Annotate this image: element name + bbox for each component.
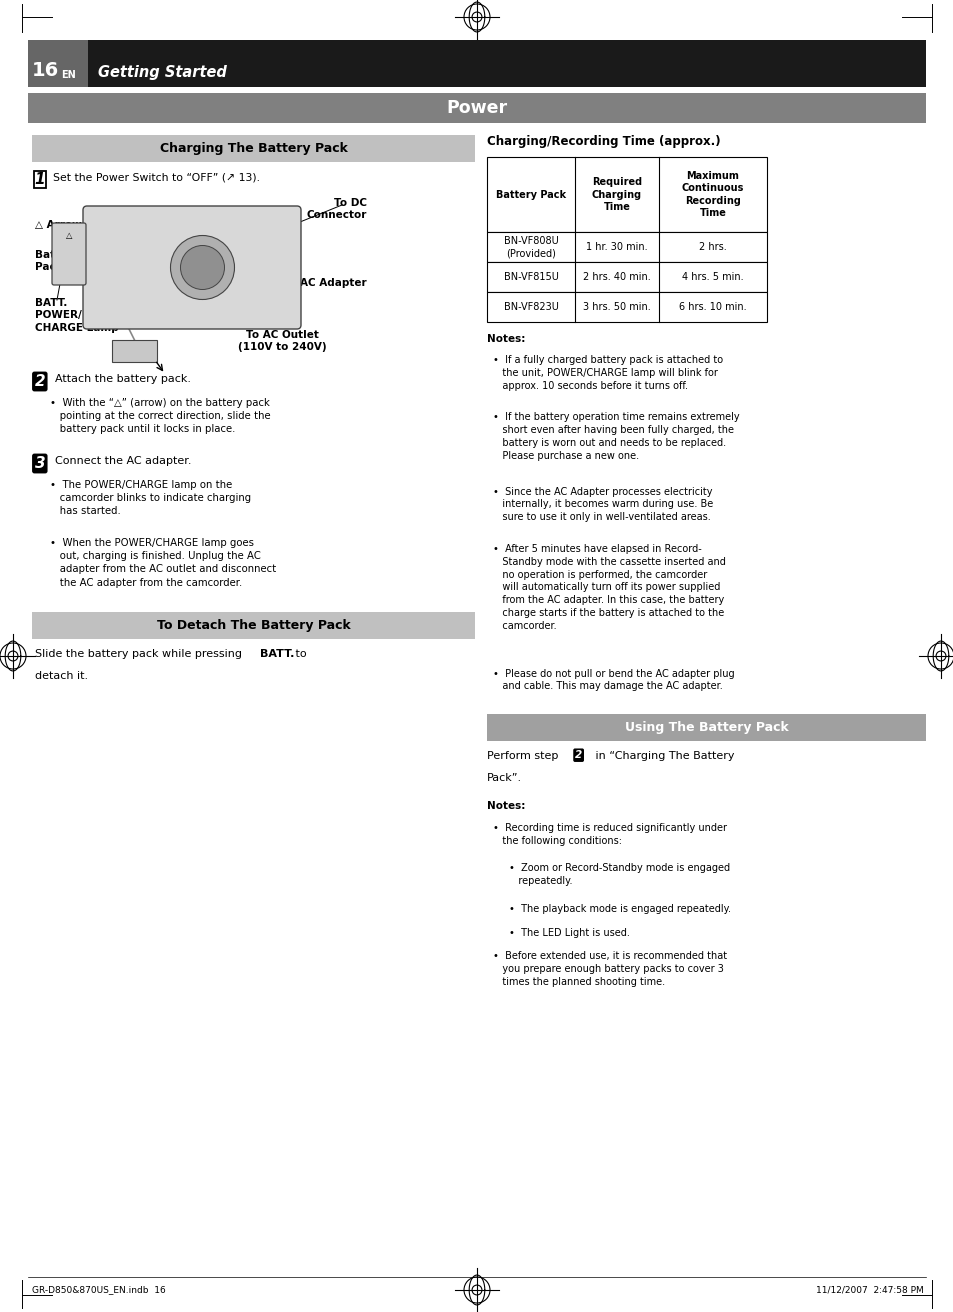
Text: 16: 16: [32, 62, 59, 80]
Text: •  Before extended use, it is recommended that
   you prepare enough battery pac: • Before extended use, it is recommended…: [493, 951, 726, 987]
Bar: [486, 232, 766, 262]
Text: Charging The Battery Pack: Charging The Battery Pack: [159, 142, 347, 155]
Text: To DC
Connector: To DC Connector: [306, 198, 367, 220]
Bar: [486, 293, 766, 321]
Text: 2: 2: [34, 374, 45, 388]
Text: BATT.: BATT.: [260, 649, 294, 659]
Text: •  Since the AC Adapter processes electricity
   internally, it becomes warm dur: • Since the AC Adapter processes electri…: [493, 487, 713, 522]
Text: 3 hrs. 50 min.: 3 hrs. 50 min.: [582, 302, 650, 312]
Text: Notes:: Notes:: [486, 335, 525, 344]
Text: Battery
Pack: Battery Pack: [35, 251, 79, 273]
Bar: [28, 39, 88, 87]
Text: •  The playback mode is engaged repeatedly.: • The playback mode is engaged repeatedl…: [509, 904, 730, 913]
Text: Battery Pack: Battery Pack: [496, 189, 565, 199]
Bar: [88, 39, 925, 87]
Text: Connect the AC adapter.: Connect the AC adapter.: [55, 457, 192, 466]
Text: 2 hrs.: 2 hrs.: [699, 241, 726, 252]
Text: Getting Started: Getting Started: [98, 66, 227, 80]
Text: Required
Charging
Time: Required Charging Time: [591, 177, 641, 213]
Text: to: to: [292, 649, 306, 659]
Text: 4 hrs. 5 min.: 4 hrs. 5 min.: [681, 272, 743, 282]
Text: To Detach The Battery Pack: To Detach The Battery Pack: [156, 619, 350, 632]
Text: •  If the battery operation time remains extremely
   short even after having be: • If the battery operation time remains …: [493, 412, 739, 461]
Text: •  When the POWER/CHARGE lamp goes
   out, charging is finished. Unplug the AC
 : • When the POWER/CHARGE lamp goes out, c…: [50, 538, 276, 588]
Text: 1: 1: [34, 172, 45, 188]
Text: △: △: [66, 231, 72, 240]
Text: 6 hrs. 10 min.: 6 hrs. 10 min.: [679, 302, 746, 312]
Text: •  If a fully charged battery pack is attached to
   the unit, POWER/CHARGE lamp: • If a fully charged battery pack is att…: [493, 356, 722, 391]
Text: Charging/Recording Time (approx.): Charging/Recording Time (approx.): [486, 135, 720, 148]
Text: •  The LED Light is used.: • The LED Light is used.: [509, 928, 629, 938]
Text: 11/12/2007  2:47:58 PM: 11/12/2007 2:47:58 PM: [816, 1286, 923, 1295]
Text: AC Adapter: AC Adapter: [300, 278, 367, 289]
Text: Notes:: Notes:: [486, 802, 525, 811]
Text: •  After 5 minutes have elapsed in Record-
   Standby mode with the cassette ins: • After 5 minutes have elapsed in Record…: [493, 544, 725, 631]
FancyBboxPatch shape: [83, 206, 301, 329]
Text: Power: Power: [446, 98, 507, 117]
Text: To AC Outlet
(110V to 240V): To AC Outlet (110V to 240V): [237, 331, 326, 353]
Text: •  With the “△” (arrow) on the battery pack
   pointing at the correct direction: • With the “△” (arrow) on the battery pa…: [50, 398, 271, 434]
Text: BATT.
POWER/
CHARGE Lamp: BATT. POWER/ CHARGE Lamp: [35, 298, 118, 333]
Text: Slide the battery pack while pressing: Slide the battery pack while pressing: [35, 649, 245, 659]
Bar: [486, 714, 925, 741]
Text: GR-D850&870US_EN.indb  16: GR-D850&870US_EN.indb 16: [32, 1286, 166, 1295]
Text: EN: EN: [61, 71, 75, 80]
Text: Pack”.: Pack”.: [486, 773, 521, 783]
Text: BN-VF823U: BN-VF823U: [503, 302, 558, 312]
Text: •  Zoom or Record-Standby mode is engaged
   repeatedly.: • Zoom or Record-Standby mode is engaged…: [509, 863, 729, 886]
Text: Attach the battery pack.: Attach the battery pack.: [55, 374, 191, 384]
Text: 3: 3: [34, 457, 45, 471]
Bar: [486, 262, 766, 293]
Text: •  The POWER/CHARGE lamp on the
   camcorder blinks to indicate charging
   has : • The POWER/CHARGE lamp on the camcorder…: [50, 480, 251, 517]
Circle shape: [171, 235, 234, 299]
Bar: [32, 135, 475, 161]
Text: in “Charging The Battery: in “Charging The Battery: [592, 752, 734, 761]
Bar: [32, 611, 475, 639]
Text: 2: 2: [575, 750, 581, 760]
Bar: [486, 157, 766, 232]
Bar: [28, 93, 925, 123]
Text: Using The Battery Pack: Using The Battery Pack: [624, 722, 787, 735]
Text: 1 hr. 30 min.: 1 hr. 30 min.: [585, 241, 647, 252]
Text: Maximum
Continuous
Recording
Time: Maximum Continuous Recording Time: [681, 171, 743, 218]
Text: •  Please do not pull or bend the AC adapter plug
   and cable. This may damage : • Please do not pull or bend the AC adap…: [493, 669, 734, 691]
Text: BN-VF815U: BN-VF815U: [503, 272, 558, 282]
Text: •  Recording time is reduced significantly under
   the following conditions:: • Recording time is reduced significantl…: [493, 823, 726, 846]
Circle shape: [180, 245, 224, 290]
Text: 2 hrs. 40 min.: 2 hrs. 40 min.: [582, 272, 650, 282]
Text: △ Arrow: △ Arrow: [35, 220, 82, 230]
Text: BN-VF808U
(Provided): BN-VF808U (Provided): [503, 236, 558, 258]
Text: Set the Power Switch to “OFF” (↗ 13).: Set the Power Switch to “OFF” (↗ 13).: [53, 172, 260, 182]
FancyBboxPatch shape: [52, 223, 86, 285]
Text: Perform step: Perform step: [486, 752, 561, 761]
Bar: [112, 340, 157, 362]
Text: detach it.: detach it.: [35, 670, 88, 681]
